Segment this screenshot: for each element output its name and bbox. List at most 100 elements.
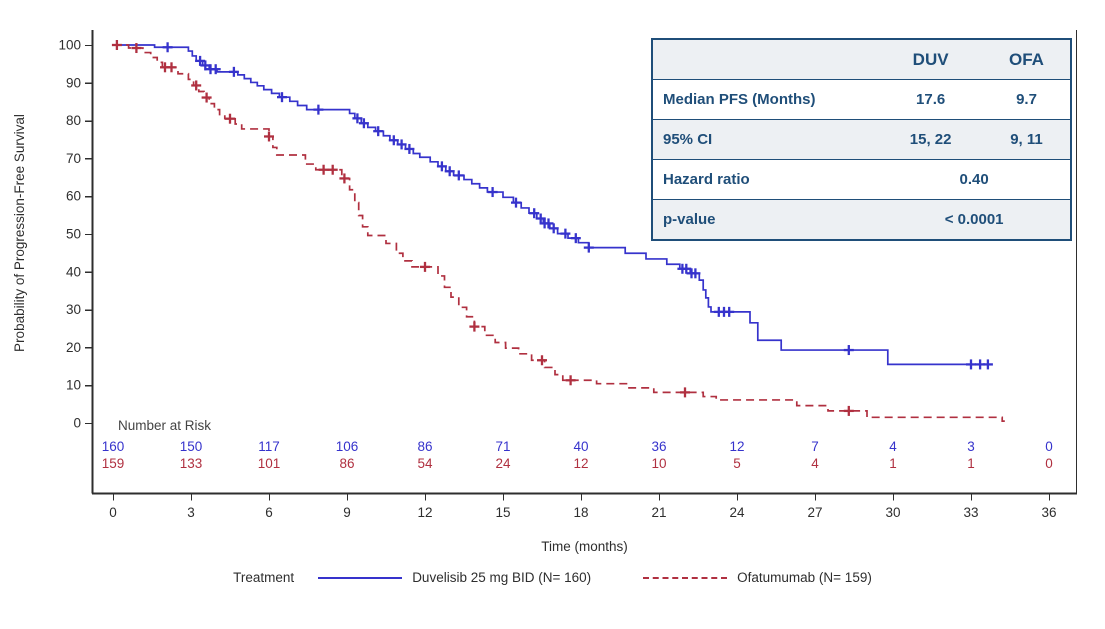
censor-mark-duv [200, 60, 211, 71]
censor-mark-duv [681, 263, 692, 274]
risk-count-ofatumumab: 1 [889, 456, 897, 471]
risk-count-ofatumumab: 101 [258, 456, 281, 471]
censor-mark-duv [388, 135, 399, 146]
censor-mark-duv [843, 345, 854, 356]
risk-count-duvelisib: 4 [889, 439, 897, 454]
legend-title: Treatment [233, 570, 295, 585]
x-axis-tick-label: 12 [417, 505, 432, 520]
x-axis-tick-label: 18 [573, 505, 588, 520]
censor-mark-duv [210, 64, 221, 75]
stats-row-median: Median PFS (Months) 17.6 9.7 [652, 79, 1071, 120]
y-axis-tick-label: 90 [66, 75, 81, 90]
x-axis-tick-label: 3 [187, 505, 195, 520]
censor-mark-ofa [843, 405, 854, 416]
risk-count-ofatumumab: 0 [1045, 456, 1053, 471]
x-axis-tick-label: 33 [963, 505, 978, 520]
stats-p-value: < 0.0001 [878, 199, 1071, 240]
censor-mark-ofa [111, 40, 122, 50]
censor-mark-ofa [537, 355, 547, 366]
y-axis-tick-label: 80 [66, 113, 81, 128]
survival-curve-ofa [113, 44, 1005, 422]
risk-count-ofatumumab: 4 [811, 456, 819, 471]
legend-label-ofatumumab: Ofatumumab (N= 159) [737, 570, 872, 585]
stats-median-ofa: 9.7 [983, 79, 1071, 120]
censor-mark-duv [444, 166, 455, 177]
censor-mark-ofa [680, 387, 690, 398]
censor-mark-ofa [201, 92, 212, 103]
censor-mark-ofa [225, 113, 235, 124]
censor-mark-ofa [327, 164, 338, 175]
risk-count-ofatumumab: 12 [573, 456, 588, 471]
censor-mark-duv [511, 197, 521, 208]
y-axis-tick-label: 60 [66, 189, 81, 204]
censor-mark-duv [529, 208, 540, 219]
x-axis-tick-label: 6 [265, 505, 273, 520]
stats-row-hazard-ratio: Hazard ratio 0.40 [652, 159, 1071, 200]
stats-median-duv: 17.6 [878, 79, 983, 120]
risk-count-duvelisib: 71 [495, 439, 510, 454]
stats-header-ofa: OFA [983, 39, 1071, 80]
stats-row-p-value: p-value < 0.0001 [652, 199, 1071, 240]
stats-ci-label: 95% CI [652, 119, 879, 160]
censor-mark-ofa [565, 375, 576, 386]
risk-count-duvelisib: 40 [573, 439, 588, 454]
risk-count-ofatumumab: 5 [733, 456, 741, 471]
stats-table-header-row: DUV OFA [652, 39, 1071, 80]
risk-count-ofatumumab: 24 [495, 456, 511, 471]
censor-mark-duv [543, 218, 554, 229]
risk-count-ofatumumab: 10 [651, 456, 666, 471]
stats-table: DUV OFA Median PFS (Months) 17.6 9.7 95%… [651, 38, 1072, 241]
x-axis-tick-label: 21 [651, 505, 666, 520]
censor-mark-ofa [339, 173, 350, 184]
y-axis-tick-label: 0 [73, 416, 81, 431]
stats-hr-value: 0.40 [878, 159, 1071, 200]
risk-count-ofatumumab: 54 [417, 456, 433, 471]
x-axis-tick-label: 0 [109, 505, 117, 520]
censor-mark-ofa [469, 321, 480, 332]
y-axis-tick-label: 20 [66, 340, 81, 355]
risk-count-duvelisib: 12 [729, 439, 744, 454]
legend: Treatment Duvelisib 25 mg BID (N= 160) O… [0, 570, 1105, 585]
censor-mark-duv [982, 359, 993, 370]
censor-mark-duv [313, 104, 324, 115]
censor-mark-duv [724, 306, 735, 317]
legend-line-ofatumumab-icon [643, 576, 728, 579]
censor-mark-duv [277, 92, 287, 103]
stats-p-label: p-value [652, 199, 879, 240]
y-axis-tick-label: 70 [66, 151, 81, 166]
risk-count-duvelisib: 3 [967, 439, 975, 454]
censor-mark-ofa [131, 43, 142, 54]
censor-mark-duv [195, 55, 206, 66]
risk-count-ofatumumab: 133 [180, 456, 203, 471]
censor-mark-duv [453, 170, 464, 181]
stats-header-duv: DUV [878, 39, 983, 80]
x-axis-tick-label: 24 [729, 505, 745, 520]
risk-count-duvelisib: 117 [258, 439, 280, 454]
censor-mark-duv [966, 359, 976, 370]
stats-hr-label: Hazard ratio [652, 159, 879, 200]
x-axis-tick-label: 9 [343, 505, 351, 520]
censor-mark-duv [358, 118, 369, 129]
censor-mark-duv [162, 42, 173, 53]
stats-median-label: Median PFS (Months) [652, 79, 879, 120]
stats-row-ci: 95% CI 15, 22 9, 11 [652, 119, 1071, 160]
stats-ci-duv: 15, 22 [878, 119, 983, 160]
censor-mark-duv [690, 268, 701, 279]
censor-mark-duv [352, 113, 363, 124]
censor-mark-ofa [420, 261, 430, 272]
stats-header-empty [652, 39, 879, 80]
x-axis-title: Time (months) [541, 539, 628, 554]
y-axis-title: Probability of Progression-Free Survival [12, 114, 27, 352]
censor-mark-duv [560, 228, 571, 239]
censor-mark-duv [487, 187, 498, 198]
y-axis-tick-label: 100 [58, 38, 81, 53]
censor-mark-duv [404, 143, 415, 154]
censor-mark-ofa [191, 80, 202, 91]
risk-count-duvelisib: 7 [811, 439, 819, 454]
censor-mark-duv [228, 66, 239, 77]
censor-mark-duv [396, 139, 407, 150]
risk-count-duvelisib: 0 [1045, 439, 1053, 454]
censor-mark-duv [373, 126, 384, 137]
x-axis-tick-label: 36 [1041, 505, 1056, 520]
